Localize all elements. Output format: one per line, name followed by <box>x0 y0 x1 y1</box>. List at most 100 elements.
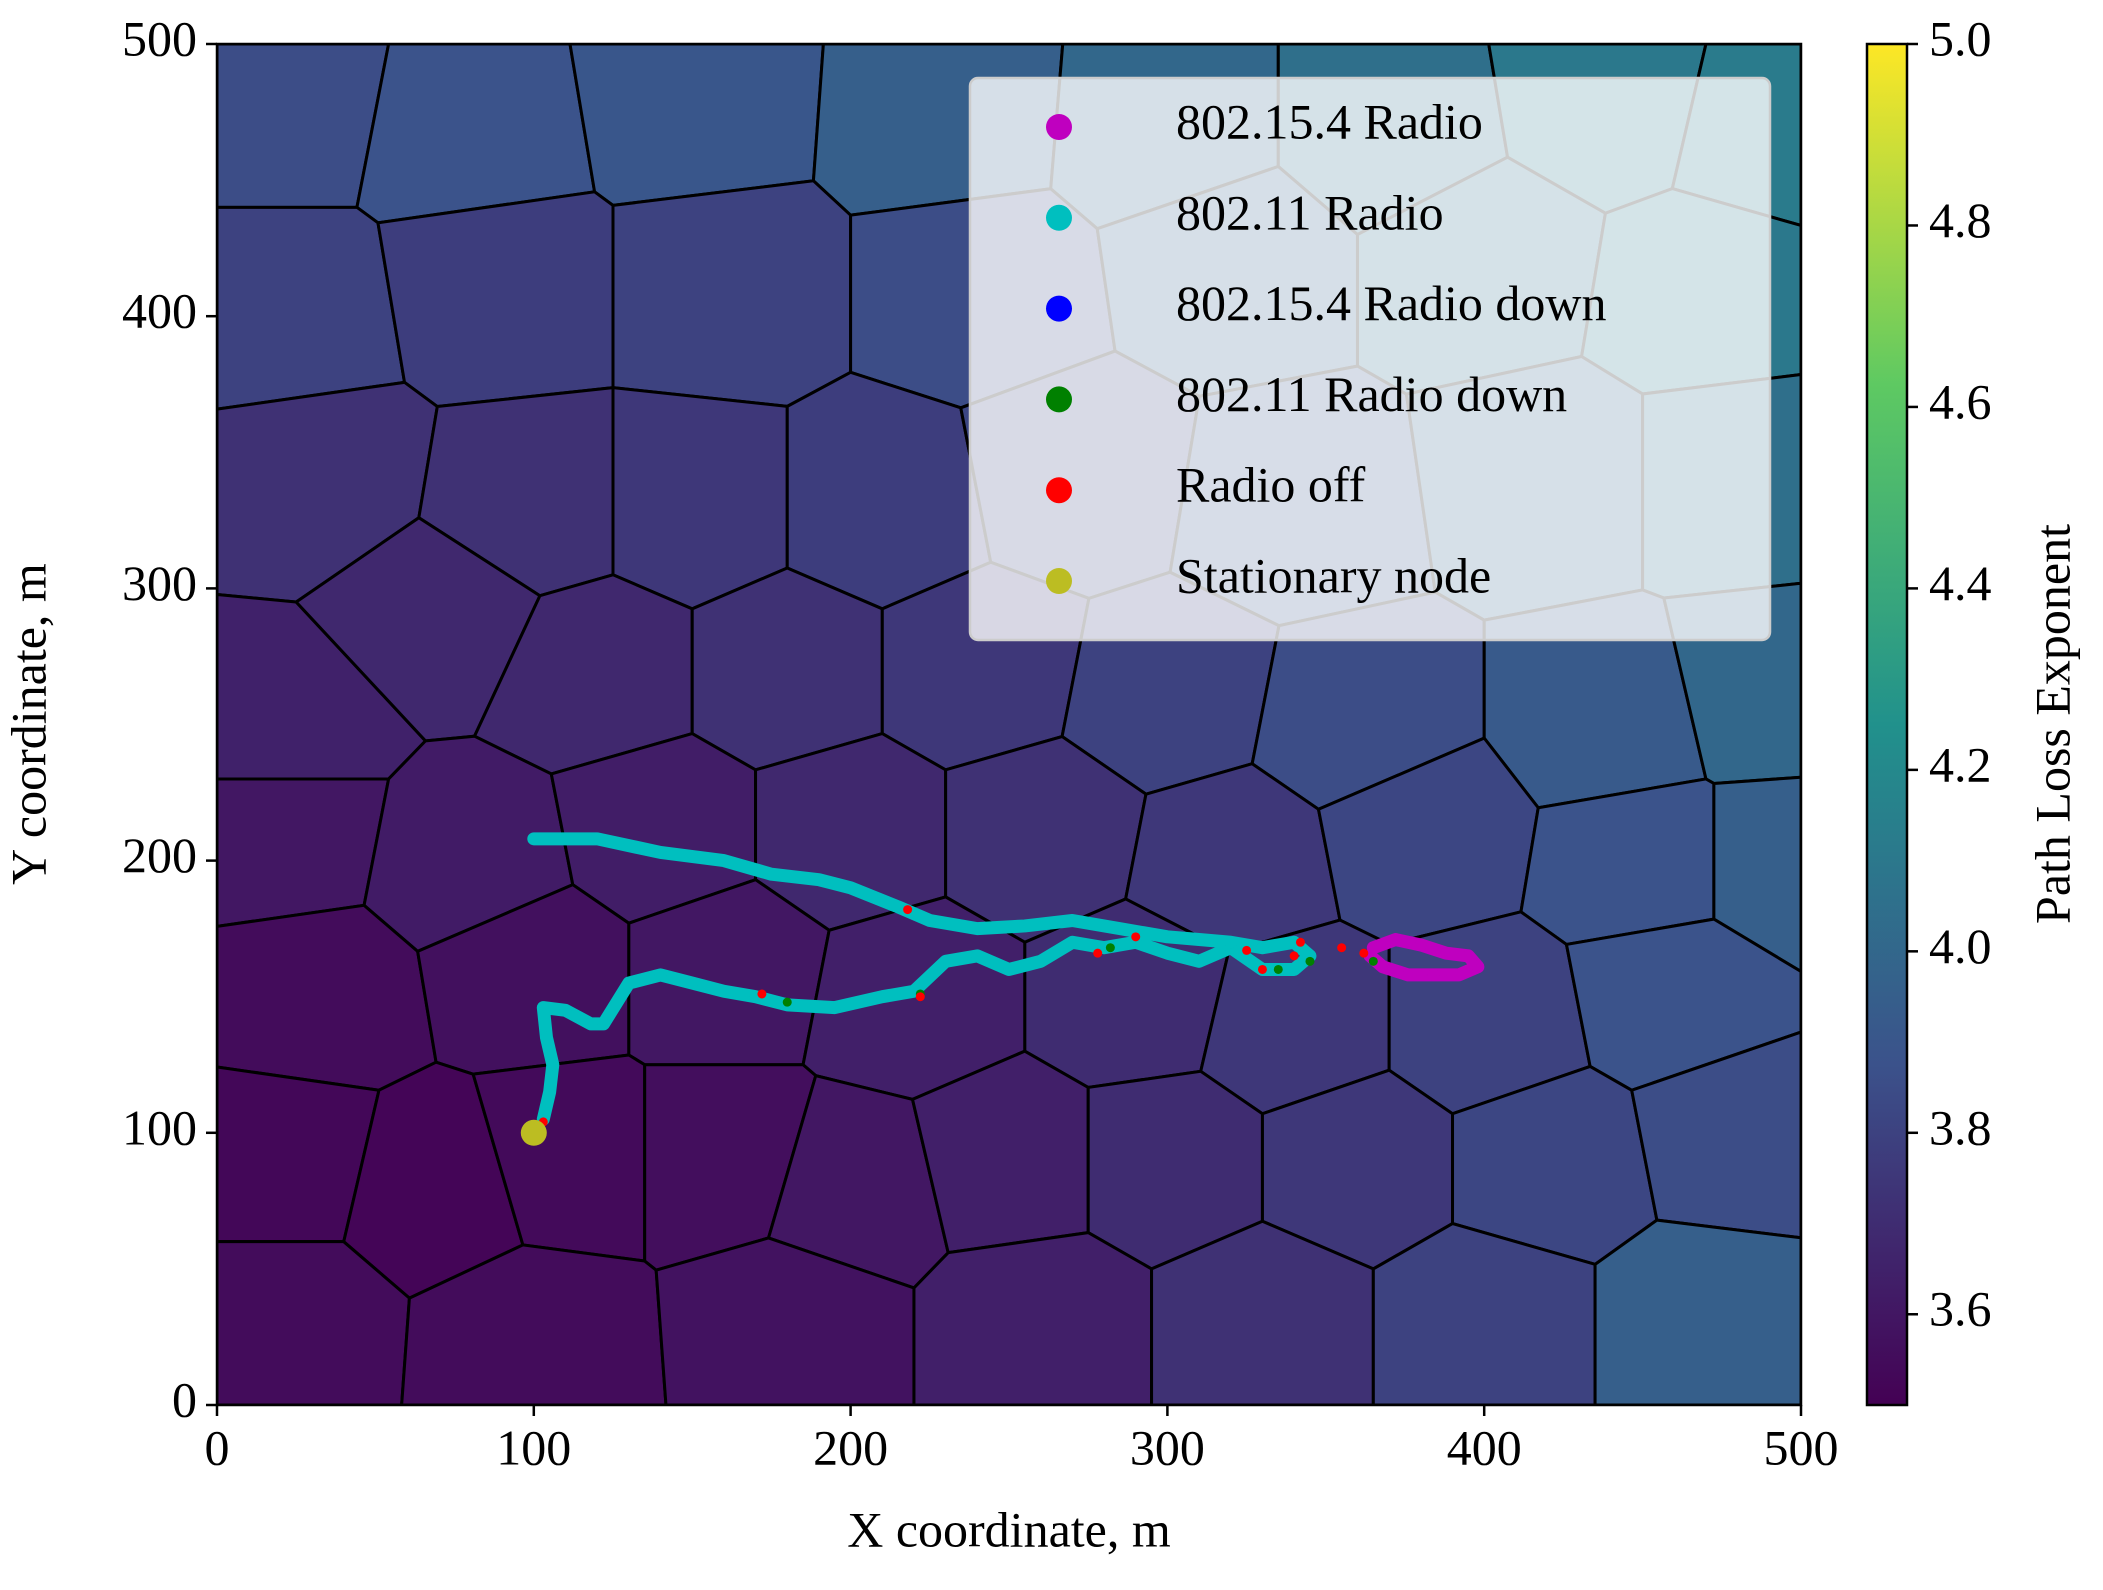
point <box>540 1031 553 1044</box>
point <box>717 985 730 998</box>
point <box>546 1058 559 1071</box>
point <box>717 854 730 867</box>
point <box>1034 955 1047 968</box>
voronoi-cell <box>217 1240 411 1405</box>
legend-label: Stationary node <box>1176 547 1491 603</box>
point <box>1018 919 1031 932</box>
point <box>1305 956 1315 966</box>
legend-label: 802.15.4 Radio <box>1176 93 1483 149</box>
voronoi-cell <box>690 566 884 772</box>
voronoi-cell <box>912 1231 1154 1405</box>
legend-marker <box>1046 386 1072 413</box>
point <box>1376 960 1389 973</box>
x-tick-label: 100 <box>496 1419 571 1475</box>
point <box>591 832 604 845</box>
plot-frame <box>215 42 1803 1407</box>
point <box>1359 948 1369 958</box>
point <box>1389 933 1402 946</box>
voronoi-cell <box>1593 1218 1801 1405</box>
point <box>828 1001 841 1014</box>
colorbar <box>1865 42 1909 1407</box>
colorbar-tick-label: 4.0 <box>1929 918 1992 974</box>
point <box>1105 943 1115 953</box>
point <box>1257 964 1267 974</box>
point <box>1161 930 1174 943</box>
point <box>1471 960 1484 973</box>
legend-marker <box>1046 295 1072 322</box>
point <box>923 914 936 927</box>
x-tick-label: 200 <box>813 1419 888 1475</box>
x-tick-label: 400 <box>1447 1419 1522 1475</box>
point <box>1295 937 1305 947</box>
voronoi-cell <box>611 385 789 611</box>
point <box>1288 963 1301 976</box>
point <box>543 1085 556 1098</box>
legend-marker <box>1046 114 1072 140</box>
y-tick-label: 500 <box>122 10 197 66</box>
point <box>559 1004 572 1017</box>
colorbar-tick-label: 4.4 <box>1929 555 1992 611</box>
y-tick-label: 300 <box>122 555 197 611</box>
x-tick-label: 0 <box>205 1419 230 1475</box>
legend-marker <box>1046 477 1072 504</box>
point <box>1093 948 1103 958</box>
colorbar-tick-label: 3.6 <box>1929 1281 1992 1337</box>
point <box>1224 936 1237 949</box>
point <box>1414 938 1427 951</box>
point <box>1337 943 1347 953</box>
x-axis-label: X coordinate, m <box>847 1501 1171 1557</box>
y-tick-label: 200 <box>122 827 197 883</box>
y-tick-label: 100 <box>122 1099 197 1155</box>
point <box>971 922 984 935</box>
voronoi-cell <box>568 44 825 207</box>
legend-label: 802.11 Radio down <box>1176 366 1567 422</box>
point <box>537 1001 550 1014</box>
legend-label: 802.11 Radio <box>1176 184 1444 240</box>
point <box>782 997 792 1007</box>
legend-label: Radio off <box>1176 457 1366 513</box>
point <box>915 992 925 1002</box>
voronoi-cell <box>654 1236 916 1405</box>
point <box>892 900 905 913</box>
point <box>1273 964 1283 974</box>
point <box>1462 949 1475 962</box>
colorbar-tick-label: 4.6 <box>1929 373 1992 429</box>
point <box>1427 968 1440 981</box>
point <box>520 1119 547 1146</box>
point <box>812 873 825 886</box>
point <box>1242 945 1252 955</box>
point <box>1193 933 1206 946</box>
colorbar-tick-label: 3.8 <box>1929 1099 1992 1155</box>
point <box>584 1017 597 1030</box>
point <box>1066 936 1079 949</box>
point <box>1113 922 1126 935</box>
point <box>527 832 540 845</box>
point <box>757 989 767 999</box>
colorbar-tick-label: 4.2 <box>1929 736 1992 792</box>
point <box>1131 932 1141 942</box>
point <box>903 905 913 915</box>
voronoi-cell <box>217 205 407 411</box>
point <box>844 881 857 894</box>
y-axis-label: Y coordinate, m <box>0 563 56 885</box>
colorbar-tick-label: 5.0 <box>1929 10 1992 66</box>
x-tick-label: 300 <box>1130 1419 1205 1475</box>
voronoi-cell <box>1150 1219 1375 1405</box>
point <box>765 868 778 881</box>
legend-marker <box>1046 204 1072 231</box>
colorbar-label: Path Loss Exponent <box>2024 524 2080 924</box>
voronoi-cell <box>611 179 853 408</box>
point <box>1193 955 1206 968</box>
point <box>1440 947 1453 960</box>
point <box>1003 963 1015 976</box>
point <box>597 1017 610 1030</box>
legend <box>968 76 1772 642</box>
point <box>876 990 889 1003</box>
point <box>622 977 635 990</box>
colorbar-tick-label: 4.8 <box>1929 192 1992 248</box>
voronoi-cell <box>1371 1221 1597 1405</box>
point <box>1161 947 1174 960</box>
point <box>1256 941 1269 954</box>
point <box>1289 951 1299 961</box>
